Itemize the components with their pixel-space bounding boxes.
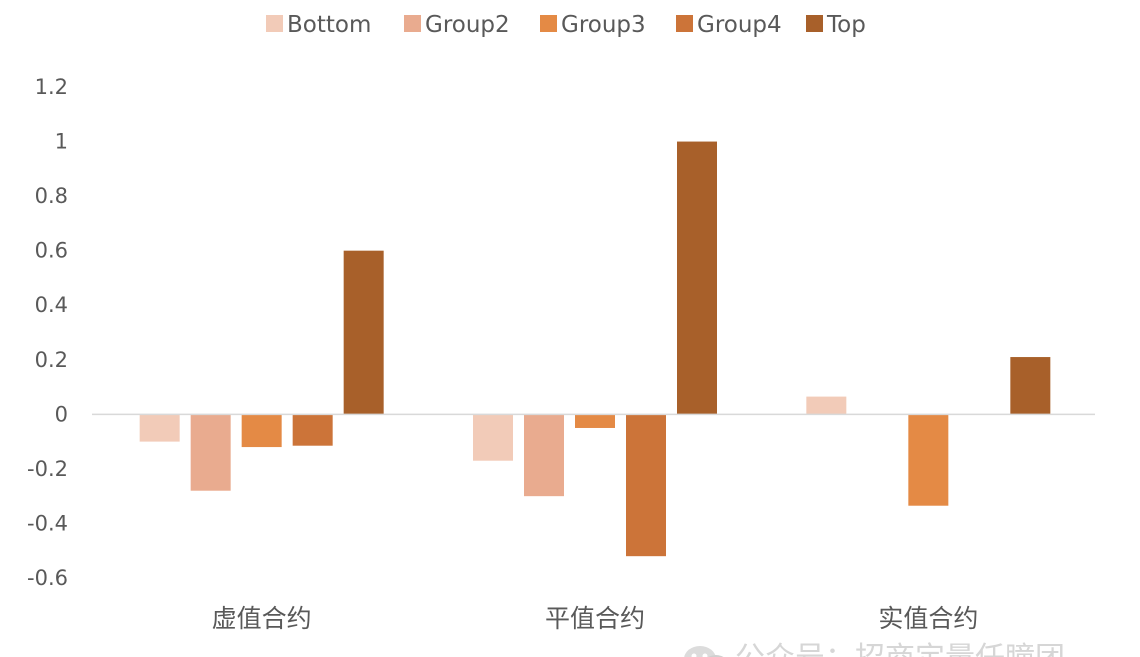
legend-swatch-bottom [266,15,283,32]
legend-label-group2: Group2 [425,12,510,38]
y-tick-label: 1.2 [35,75,68,99]
y-tick-label: 0 [55,402,68,426]
category-label: 平值合约 [545,604,645,633]
bar-top-2 [1010,357,1051,415]
watermark: 公众号：招商定量任瞳团 [684,641,1065,657]
legend-swatch-group2 [404,15,421,32]
y-tick-label: 0.2 [35,348,68,372]
bar-group3-2 [908,414,949,506]
bars [139,141,1051,557]
legend-swatch-group4 [676,15,693,32]
bar-bottom-0 [139,414,180,442]
y-axis: 1.2 1 0.8 0.6 0.4 0.2 0 -0.2 -0.4 -0.6 [27,75,68,590]
y-tick-label: 0.8 [35,184,68,208]
y-tick-label: 0.4 [35,293,68,317]
legend-label-group3: Group3 [561,12,646,38]
y-tick-label: 0.6 [35,239,68,263]
x-axis: 虚值合约 平值合约 实值合约 [212,604,979,633]
bar-group3-0 [241,414,282,448]
category-label: 虚值合约 [212,604,312,633]
legend-label-group4: Group4 [697,12,782,38]
bar-group4-0 [292,414,333,446]
watermark-text: 公众号：招商定量任瞳团 [735,641,1065,657]
y-tick-label: -0.6 [27,566,68,590]
bar-bottom-1 [473,414,513,461]
y-tick-label: -0.4 [27,511,68,535]
legend-swatch-top [806,15,823,32]
y-tick-label: 1 [55,130,68,154]
bar-top-0 [343,250,384,415]
legend-swatch-group3 [540,15,557,32]
y-tick-label: -0.2 [27,457,68,481]
legend-label-bottom: Bottom [287,12,371,38]
legend-label-top: Top [826,12,866,38]
bar-group4-1 [626,414,666,557]
category-label: 实值合约 [878,604,978,633]
bar-group2-0 [190,414,231,491]
wechat-icon [684,646,724,657]
bar-top-1 [677,141,717,415]
bar-bottom-2 [806,396,847,415]
legend: Bottom Group2 Group3 Group4 Top [266,12,866,38]
bar-group2-1 [524,414,564,497]
bar-group3-1 [575,414,615,428]
